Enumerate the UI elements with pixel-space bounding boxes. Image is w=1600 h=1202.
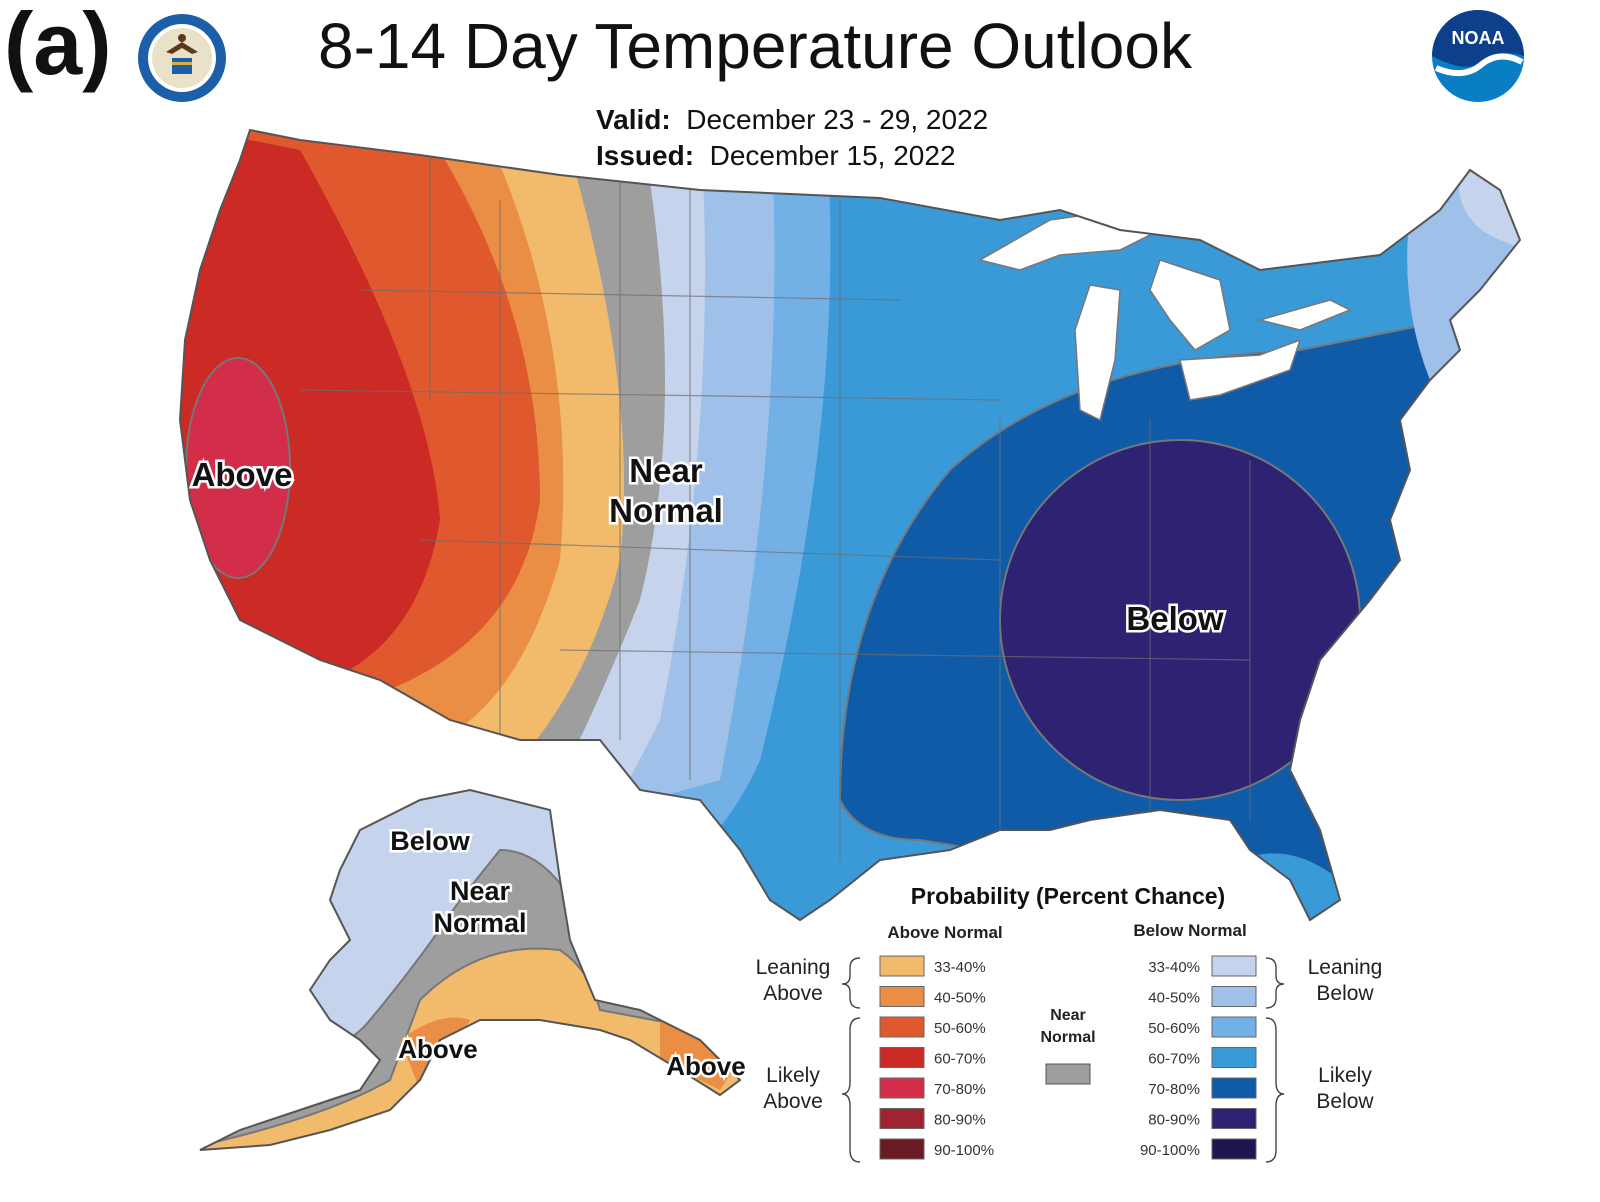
legend-below-swatch-5	[1211, 1108, 1257, 1129]
legend-below-label-0: 33-40%	[1148, 959, 1200, 976]
conus-probability-shading	[180, 130, 1520, 920]
label-ak-above: Above	[398, 1034, 477, 1064]
legend-above-label-1: 40-50%	[934, 990, 986, 1007]
label-ak-below: Below	[390, 826, 471, 856]
valid-label: Valid:	[596, 104, 671, 135]
legend-above-swatch-5	[879, 1108, 925, 1129]
brace-leaning-above	[841, 957, 861, 1009]
valid-value: December 23 - 29, 2022	[686, 104, 989, 135]
legend-below-label-3: 60-70%	[1148, 1051, 1200, 1068]
label-ak-near-1: Near	[450, 876, 511, 906]
legend-leaning-above-2: Above	[763, 982, 823, 1005]
label-conus-above: Above	[192, 456, 293, 493]
panel-label: (a)	[4, 0, 112, 93]
legend-near-normal-swatch	[1045, 1063, 1091, 1085]
legend-likely-below-1: Likely	[1318, 1064, 1372, 1087]
legend-below-label-5: 80-90%	[1148, 1112, 1200, 1129]
noaa-logo-icon: NOAA	[1432, 10, 1524, 102]
label-conus-near-1: Near	[629, 452, 703, 489]
legend-likely-below-2: Below	[1316, 1090, 1374, 1113]
legend-above-swatch-3	[879, 1047, 925, 1068]
legend-above-label-4: 70-80%	[934, 1081, 986, 1098]
legend-below-swatch-1	[1211, 986, 1257, 1007]
legend-above-swatches: 33-40% 40-50% 50-60% 60-70% 70-80% 80-90% 90-1…	[879, 955, 994, 1160]
label-ak-near-2: Normal	[433, 908, 526, 938]
legend-below-label-4: 70-80%	[1148, 1081, 1200, 1098]
issued-label: Issued:	[596, 140, 695, 171]
legend-below-label-6: 90-100%	[1140, 1142, 1200, 1159]
legend-below-label-2: 50-60%	[1148, 1020, 1200, 1037]
legend-leaning-below-2: Below	[1316, 982, 1374, 1005]
legend-above-label-3: 60-70%	[934, 1051, 986, 1068]
legend-below-swatch-6	[1211, 1138, 1257, 1160]
legend-below-swatch-4	[1211, 1077, 1257, 1099]
legend-above-swatch-1	[879, 986, 925, 1007]
brace-leaning-below	[1265, 957, 1285, 1009]
legend-below-swatch-2	[1211, 1016, 1257, 1038]
legend: Probability (Percent Chance) Above Norma…	[756, 883, 1383, 1163]
alaska-probability-shading	[200, 790, 740, 1150]
legend-likely-above-2: Above	[763, 1090, 823, 1113]
issued-value: December 15, 2022	[709, 140, 956, 171]
legend-above-swatch-6	[879, 1138, 925, 1160]
legend-below-label-1: 40-50%	[1148, 990, 1200, 1007]
label-conus-below: Below	[1126, 600, 1224, 637]
legend-title: Probability (Percent Chance)	[911, 883, 1225, 909]
legend-likely-above-1: Likely	[766, 1064, 820, 1087]
legend-below-swatch-0	[1211, 955, 1257, 977]
legend-leaning-above-1: Leaning	[756, 956, 831, 979]
legend-above-swatch-2	[879, 1016, 925, 1038]
brace-likely-above	[841, 1017, 861, 1163]
legend-above-label-2: 50-60%	[934, 1020, 986, 1037]
legend-near-1: Near	[1050, 1007, 1086, 1024]
noaa-logo-text: NOAA	[1452, 28, 1505, 48]
legend-leaning-below-1: Leaning	[1308, 956, 1383, 979]
valid-date-line: Valid: December 23 - 29, 2022	[596, 104, 988, 136]
conus-outline	[178, 128, 1522, 922]
alaska-outline	[199, 788, 742, 1151]
map-title: 8-14 Day Temperature Outlook	[318, 10, 1192, 82]
brace-likely-below	[1265, 1017, 1285, 1163]
legend-above-label-0: 33-40%	[934, 959, 986, 976]
issued-date-line: Issued: December 15, 2022	[596, 140, 956, 172]
legend-below-swatch-3	[1211, 1047, 1257, 1068]
legend-above-header: Above Normal	[887, 923, 1002, 942]
legend-near-2: Normal	[1040, 1029, 1095, 1046]
legend-above-swatch-0	[879, 955, 925, 977]
legend-above-label-5: 80-90%	[934, 1112, 986, 1129]
label-conus-near-2: Normal	[609, 492, 723, 529]
label-ak-above-southeast: Above	[666, 1051, 745, 1081]
legend-below-swatches: 33-40% 40-50% 50-60% 60-70% 70-80% 80-90% 90-1…	[1140, 955, 1257, 1160]
legend-below-header: Below Normal	[1133, 921, 1246, 940]
legend-above-swatch-4	[879, 1077, 925, 1099]
legend-above-label-6: 90-100%	[934, 1142, 994, 1159]
doc-seal-icon	[138, 14, 226, 102]
